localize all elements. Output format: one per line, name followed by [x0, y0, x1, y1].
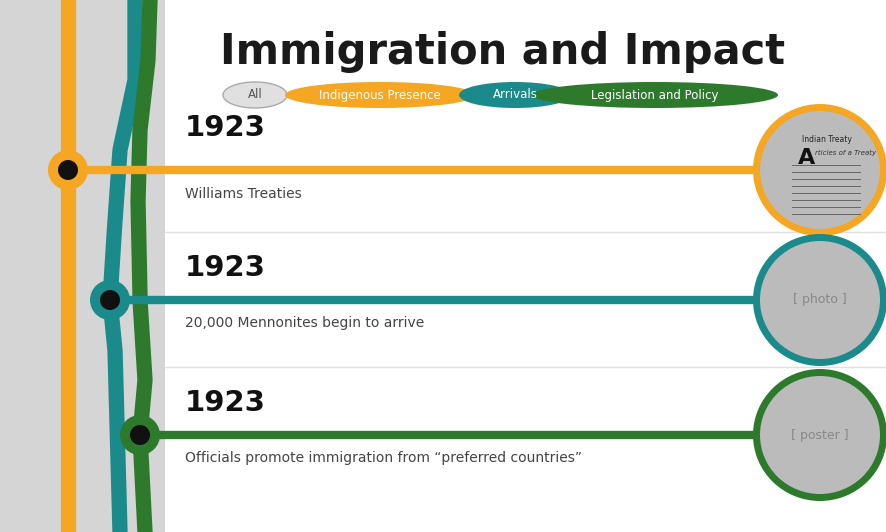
- Ellipse shape: [48, 150, 88, 190]
- Ellipse shape: [532, 82, 778, 108]
- Ellipse shape: [285, 82, 475, 108]
- Text: 1923: 1923: [185, 389, 266, 417]
- Text: [ photo ]: [ photo ]: [793, 294, 847, 306]
- Text: Indian Treaty: Indian Treaty: [802, 135, 851, 144]
- Text: Legislation and Policy: Legislation and Policy: [591, 88, 719, 102]
- Text: Officials promote immigration from “preferred countries”: Officials promote immigration from “pref…: [185, 451, 582, 465]
- Text: Arrivals: Arrivals: [493, 88, 538, 102]
- FancyBboxPatch shape: [0, 0, 165, 532]
- Text: Indigenous Presence: Indigenous Presence: [319, 88, 441, 102]
- Ellipse shape: [760, 111, 880, 229]
- Ellipse shape: [753, 104, 886, 236]
- Ellipse shape: [130, 425, 150, 445]
- Ellipse shape: [90, 280, 130, 320]
- Ellipse shape: [760, 376, 880, 494]
- Text: 1923: 1923: [185, 254, 266, 282]
- FancyBboxPatch shape: [165, 0, 886, 532]
- Text: Immigration and Impact: Immigration and Impact: [221, 31, 786, 73]
- Ellipse shape: [120, 415, 160, 455]
- Ellipse shape: [753, 234, 886, 366]
- Text: All: All: [247, 88, 262, 102]
- Ellipse shape: [58, 160, 78, 180]
- Text: Williams Treaties: Williams Treaties: [185, 187, 302, 201]
- Text: 20,000 Mennonites begin to arrive: 20,000 Mennonites begin to arrive: [185, 316, 424, 330]
- Text: [ poster ]: [ poster ]: [791, 428, 849, 442]
- Ellipse shape: [760, 241, 880, 359]
- Text: rticles of a Treaty: rticles of a Treaty: [815, 150, 876, 156]
- Ellipse shape: [459, 82, 571, 108]
- Ellipse shape: [100, 290, 120, 310]
- Ellipse shape: [223, 82, 287, 108]
- Text: A: A: [798, 148, 815, 168]
- Text: 1923: 1923: [185, 114, 266, 142]
- Ellipse shape: [753, 369, 886, 501]
